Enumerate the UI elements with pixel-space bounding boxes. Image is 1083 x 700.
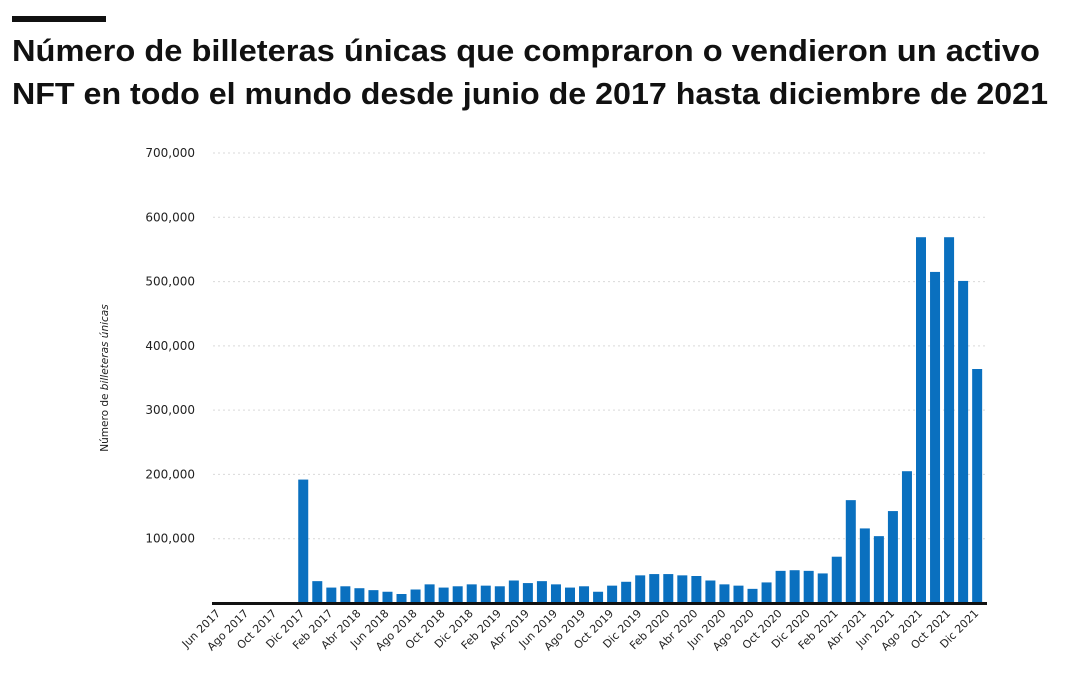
bar-dic-2021 bbox=[972, 369, 983, 603]
bar-nov-2019 bbox=[621, 581, 632, 603]
bar-oct-2020 bbox=[775, 570, 786, 603]
bar-oct-2021 bbox=[944, 237, 955, 603]
y-tick-label: 200,000 bbox=[145, 467, 195, 481]
y-tick-label: 300,000 bbox=[145, 403, 195, 417]
bar-mar-2020 bbox=[677, 575, 688, 603]
bar-sep-2020 bbox=[761, 582, 772, 603]
y-tick-label: 700,000 bbox=[145, 146, 195, 160]
bar-mar-2021 bbox=[845, 500, 856, 603]
y-tick-label: 500,000 bbox=[145, 275, 195, 289]
bar-oct-2019 bbox=[607, 585, 618, 603]
bar-ago-2018 bbox=[410, 589, 421, 603]
bar-mar-2019 bbox=[508, 580, 519, 603]
bar-dic-2020 bbox=[803, 570, 814, 603]
bar-jun-2018 bbox=[382, 591, 393, 603]
y-tick-label: 100,000 bbox=[145, 532, 195, 546]
bar-dic-2018 bbox=[466, 584, 477, 603]
y-axis-label-plain: Número de bbox=[99, 390, 111, 452]
bar-mar-2018 bbox=[340, 586, 351, 603]
bar-nov-2018 bbox=[452, 586, 463, 603]
bar-jun-2020 bbox=[719, 584, 730, 603]
bar-ago-2020 bbox=[747, 588, 758, 603]
bar-nov-2021 bbox=[958, 280, 969, 603]
bar-sep-2018 bbox=[424, 584, 435, 603]
bar-oct-2018 bbox=[438, 587, 449, 603]
bar-abr-2021 bbox=[859, 528, 870, 603]
bar-abr-2019 bbox=[522, 583, 533, 603]
y-tick-label: 600,000 bbox=[145, 210, 195, 224]
bar-dic-2017 bbox=[298, 479, 309, 603]
chart-title-line-1: Número de billeteras únicas que compraro… bbox=[12, 33, 1040, 68]
bar-jul-2020 bbox=[733, 585, 744, 603]
bar-may-2021 bbox=[873, 536, 884, 603]
bar-nov-2020 bbox=[789, 570, 800, 603]
bar-abr-2018 bbox=[354, 588, 365, 603]
bar-ene-2020 bbox=[649, 574, 660, 603]
bar-jul-2019 bbox=[565, 587, 575, 603]
bar-feb-2021 bbox=[831, 556, 842, 603]
chart-title-line-2: NFT en todo el mundo desde junio de 2017… bbox=[12, 76, 1048, 111]
bar-ago-2019 bbox=[579, 586, 590, 603]
bar-jun-2019 bbox=[550, 584, 561, 603]
bar-jun-2021 bbox=[887, 511, 898, 603]
bar-ene-2019 bbox=[480, 585, 491, 603]
bar-may-2018 bbox=[368, 590, 379, 603]
bar-ene-2018 bbox=[312, 581, 323, 603]
bar-feb-2019 bbox=[494, 586, 505, 603]
bar-feb-2018 bbox=[326, 587, 337, 603]
bar-abr-2020 bbox=[691, 576, 702, 603]
y-axis-label: Número de billeteras únicas bbox=[99, 304, 111, 452]
bar-sep-2021 bbox=[930, 271, 941, 603]
bar-ago-2021 bbox=[916, 237, 926, 603]
y-tick-label: 400,000 bbox=[145, 339, 195, 353]
bar-may-2020 bbox=[705, 580, 716, 603]
bar-jul-2021 bbox=[901, 471, 912, 603]
bar-may-2019 bbox=[536, 581, 547, 603]
y-axis-label-italic: billeteras únicas bbox=[99, 304, 111, 390]
title-accent-bar bbox=[12, 16, 106, 22]
bar-jul-2018 bbox=[396, 594, 407, 603]
bar-feb-2020 bbox=[663, 574, 674, 603]
bar-ene-2021 bbox=[817, 573, 828, 603]
bar-sep-2019 bbox=[593, 591, 604, 603]
bar-dic-2019 bbox=[635, 575, 646, 603]
